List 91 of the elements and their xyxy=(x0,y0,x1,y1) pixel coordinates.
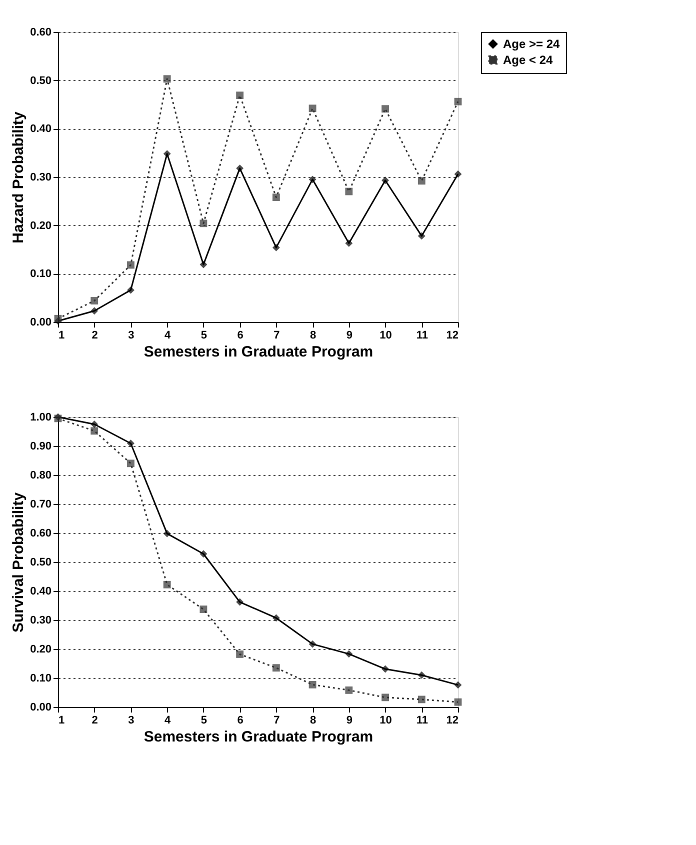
point xyxy=(272,614,280,622)
y-tick-label: 0.60 xyxy=(30,528,52,540)
x-tick-label: 11 xyxy=(416,714,428,726)
y-tick-label: 0.80 xyxy=(30,470,52,482)
point xyxy=(200,606,208,613)
point xyxy=(90,307,98,315)
x-tick-label: 9 xyxy=(346,714,352,726)
x-tick-label: 7 xyxy=(274,714,280,726)
point xyxy=(308,680,316,688)
x-tick-label: 6 xyxy=(237,714,244,726)
point xyxy=(127,286,134,294)
x-tick-label: 2 xyxy=(92,714,98,726)
y-tick-label: 0.40 xyxy=(30,586,52,598)
point xyxy=(382,105,389,113)
legend-label: Age >= 24 xyxy=(503,37,560,51)
point xyxy=(454,170,462,178)
point xyxy=(90,420,98,428)
point xyxy=(163,530,171,538)
point xyxy=(236,92,244,100)
y-tick-label: 0.90 xyxy=(30,440,52,452)
y-tick-label: 0.10 xyxy=(30,268,52,280)
point xyxy=(454,681,462,689)
point xyxy=(236,598,244,606)
point xyxy=(127,261,134,269)
point xyxy=(308,640,316,648)
point xyxy=(200,550,208,558)
y-tick-label: 0.10 xyxy=(30,672,52,684)
y-tick-label: 0.60 xyxy=(30,26,52,38)
x-tick-label: 7 xyxy=(274,330,280,342)
y-tick-label: 0.20 xyxy=(30,220,52,232)
point xyxy=(345,188,353,196)
x-tick-label: 3 xyxy=(128,714,134,726)
x-tick-label: 8 xyxy=(310,714,316,726)
x-tick-label: 12 xyxy=(446,714,458,726)
y-axis-title: Hazard Probability xyxy=(10,110,28,244)
point xyxy=(163,150,171,158)
y-tick-label: 0.30 xyxy=(30,614,52,626)
point xyxy=(90,427,98,435)
x-axis-title: Semesters in Graduate Program xyxy=(144,344,374,360)
point xyxy=(163,75,171,83)
x-tick-label: 5 xyxy=(200,714,208,726)
x-tick-label: 11 xyxy=(416,330,428,342)
legend-label: Age < 24 xyxy=(503,53,554,67)
point xyxy=(345,650,353,658)
point xyxy=(127,440,134,448)
point xyxy=(236,650,244,658)
x-tick-label: 1 xyxy=(58,714,65,726)
x-tick-label: 10 xyxy=(380,330,392,342)
x-tick-label: 4 xyxy=(164,330,172,342)
y-tick-label: 0.00 xyxy=(30,316,52,328)
point xyxy=(200,220,208,228)
y-tick-label: 0.30 xyxy=(30,172,52,184)
y-tick-label: 0.50 xyxy=(30,74,52,87)
x-tick-label: 10 xyxy=(380,714,392,726)
y-tick-label: 0.20 xyxy=(30,644,52,656)
point xyxy=(418,696,426,704)
point xyxy=(272,244,280,252)
point xyxy=(345,240,353,247)
point xyxy=(90,297,98,304)
point xyxy=(308,104,316,112)
point xyxy=(418,671,426,679)
point xyxy=(418,177,426,185)
point xyxy=(163,580,171,588)
x-tick-label: 9 xyxy=(346,330,352,342)
x-tick-label: 3 xyxy=(128,330,134,342)
point xyxy=(418,232,426,240)
y-tick-label: 0.50 xyxy=(30,556,52,568)
point xyxy=(382,176,389,184)
y-tick-label: 1.00 xyxy=(30,412,52,424)
point xyxy=(454,698,462,706)
x-tick-label: 2 xyxy=(92,330,98,342)
point xyxy=(127,460,134,468)
x-axis-title: Semesters in Graduate Program xyxy=(144,728,374,746)
point xyxy=(308,176,316,184)
x-tick-label: 1 xyxy=(58,330,65,342)
x-tick-label: 4 xyxy=(164,714,172,726)
point xyxy=(382,694,389,702)
point xyxy=(272,664,280,672)
point xyxy=(236,164,244,172)
point xyxy=(454,98,462,106)
x-tick-label: 12 xyxy=(446,330,458,342)
y-axis-title: Survival Probability xyxy=(10,492,28,633)
y-tick-label: 0.70 xyxy=(30,498,52,510)
y-tick-label: 0.00 xyxy=(30,702,52,714)
x-tick-label: 5 xyxy=(200,330,208,342)
point xyxy=(272,194,280,202)
x-tick-label: 8 xyxy=(310,330,316,342)
point xyxy=(345,686,353,694)
y-tick-label: 0.40 xyxy=(30,123,52,136)
x-tick-label: 6 xyxy=(237,330,244,342)
point xyxy=(200,260,208,268)
